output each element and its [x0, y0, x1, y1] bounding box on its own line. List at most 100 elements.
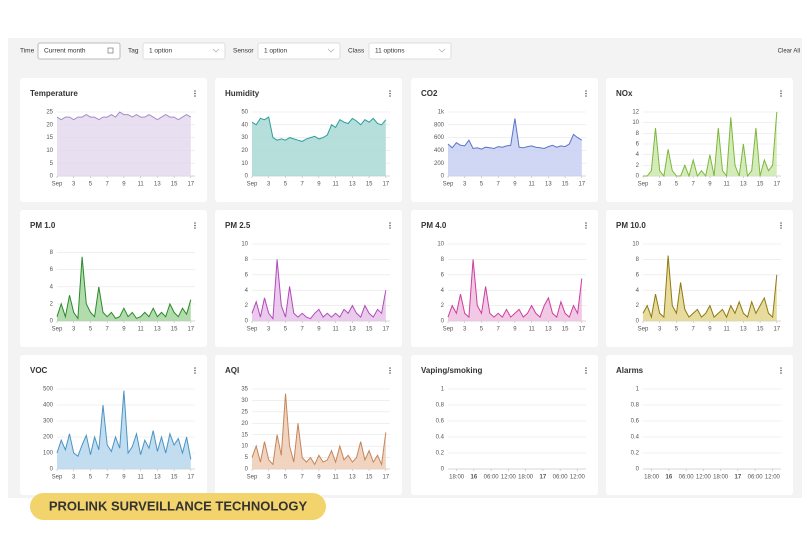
menu-dot[interactable] — [585, 222, 587, 224]
menu-dot[interactable] — [780, 222, 782, 224]
y-tick-label: 6 — [636, 272, 640, 278]
menu-dot[interactable] — [585, 372, 587, 374]
y-tick-label: 0.6 — [436, 419, 445, 425]
card — [606, 210, 793, 347]
menu-dot[interactable] — [780, 372, 782, 374]
menu-dot[interactable] — [780, 227, 782, 229]
x-tick-label: 11 — [333, 475, 340, 481]
x-tick-label: Sep — [52, 475, 63, 481]
clear-all[interactable]: Clear All — [778, 49, 800, 55]
menu-dot[interactable] — [780, 90, 782, 92]
filter-box[interactable] — [368, 42, 452, 60]
y-tick-label: 200 — [43, 435, 54, 441]
chart-title: Alarms — [616, 366, 644, 375]
x-tick-label: Sep — [443, 182, 454, 188]
filter-box[interactable] — [142, 42, 226, 60]
x-tick-label: 12:00 — [765, 475, 781, 481]
menu-dot[interactable] — [389, 92, 391, 95]
menu-dot[interactable] — [585, 369, 587, 372]
menu-dot[interactable] — [585, 95, 587, 97]
menu-dot[interactable] — [389, 227, 391, 229]
y-tick-label: 20 — [46, 122, 53, 128]
y-tick-label: 15 — [46, 135, 53, 141]
y-tick-label: 10 — [241, 444, 248, 450]
x-tick-label: 9 — [122, 327, 126, 333]
y-tick-label: 10 — [241, 161, 248, 167]
y-tick-label: 4 — [50, 284, 54, 290]
menu-dot[interactable] — [194, 90, 196, 92]
filter-box[interactable] — [37, 42, 121, 60]
menu-dot[interactable] — [780, 369, 782, 372]
chart-card: CO2 0 200 400 600 800 1k Sep 3 5 7 9 11 13 15 17 — [411, 78, 598, 202]
y-tick-label: 2 — [636, 303, 640, 309]
brand-text: PROLINK SURVEILLANCE TECHNOLOGY — [49, 498, 308, 513]
y-tick-label: 0 — [441, 319, 445, 325]
chart-title: PM 4.0 — [421, 221, 447, 230]
menu-dot[interactable] — [780, 92, 782, 95]
menu-dot[interactable] — [585, 92, 587, 95]
x-tick-label: 15 — [366, 475, 373, 481]
x-tick-label: 15 — [171, 475, 178, 481]
x-tick-label: 13 — [154, 327, 161, 333]
menu-dot[interactable] — [194, 224, 196, 227]
menu-dot[interactable] — [780, 95, 782, 97]
x-tick-label: 17 — [578, 327, 585, 333]
chart-title: PM 10.0 — [616, 221, 646, 230]
y-tick-label: 2 — [50, 301, 54, 307]
y-tick-label: 1 — [636, 387, 640, 393]
menu-dot[interactable] — [389, 369, 391, 372]
menu-dot[interactable] — [585, 90, 587, 92]
x-tick-label: 17 — [187, 182, 194, 188]
area-fill — [57, 256, 191, 321]
y-tick-label: 6 — [636, 142, 640, 148]
x-tick-label: 16 — [666, 475, 673, 481]
x-tick-label: 5 — [675, 182, 679, 188]
menu-dot[interactable] — [194, 227, 196, 229]
x-tick-label: 3 — [463, 327, 467, 333]
x-tick-label: 11 — [138, 182, 145, 188]
card — [606, 355, 793, 495]
menu-dot[interactable] — [389, 367, 391, 369]
y-tick-label: 0.2 — [631, 451, 640, 457]
menu-dot[interactable] — [389, 372, 391, 374]
menu-dot[interactable] — [780, 224, 782, 227]
y-tick-label: 5 — [50, 161, 54, 167]
x-tick-label: 5 — [480, 182, 484, 188]
x-tick-label: 7 — [106, 182, 110, 188]
menu-dot[interactable] — [194, 222, 196, 224]
x-tick-label: 15 — [757, 182, 764, 188]
y-tick-label: 6 — [50, 267, 54, 273]
y-tick-label: 0 — [441, 467, 445, 473]
dropdown-arrow — [212, 48, 220, 53]
x-tick-label: 3 — [72, 327, 76, 333]
menu-dot[interactable] — [389, 95, 391, 97]
y-tick-label: 0 — [245, 319, 249, 325]
menu-dot[interactable] — [194, 92, 196, 95]
filter-box[interactable] — [257, 42, 341, 60]
x-tick-label: 13 — [154, 475, 161, 481]
y-tick-label: 40 — [241, 122, 248, 128]
menu-dot[interactable] — [780, 367, 782, 369]
x-tick-label: 17 — [773, 182, 780, 188]
menu-dot[interactable] — [194, 372, 196, 374]
menu-dot[interactable] — [585, 224, 587, 227]
x-tick-label: 7 — [497, 182, 501, 188]
x-tick-label: 13 — [545, 182, 552, 188]
menu-dot[interactable] — [194, 95, 196, 97]
menu-dot[interactable] — [389, 224, 391, 227]
card — [20, 210, 207, 347]
menu-dot[interactable] — [585, 227, 587, 229]
x-tick-label: 12:00 — [501, 475, 517, 481]
chart-title: PM 1.0 — [30, 221, 56, 230]
y-tick-label: 35 — [241, 387, 248, 393]
menu-dot[interactable] — [194, 369, 196, 372]
x-tick-label: 15 — [757, 327, 764, 333]
y-tick-label: 0 — [50, 174, 54, 180]
menu-dot[interactable] — [194, 367, 196, 369]
y-tick-label: 20 — [241, 421, 248, 427]
menu-dot[interactable] — [585, 367, 587, 369]
menu-dot[interactable] — [389, 90, 391, 92]
x-tick-label: 17 — [382, 475, 389, 481]
menu-dot[interactable] — [389, 222, 391, 224]
